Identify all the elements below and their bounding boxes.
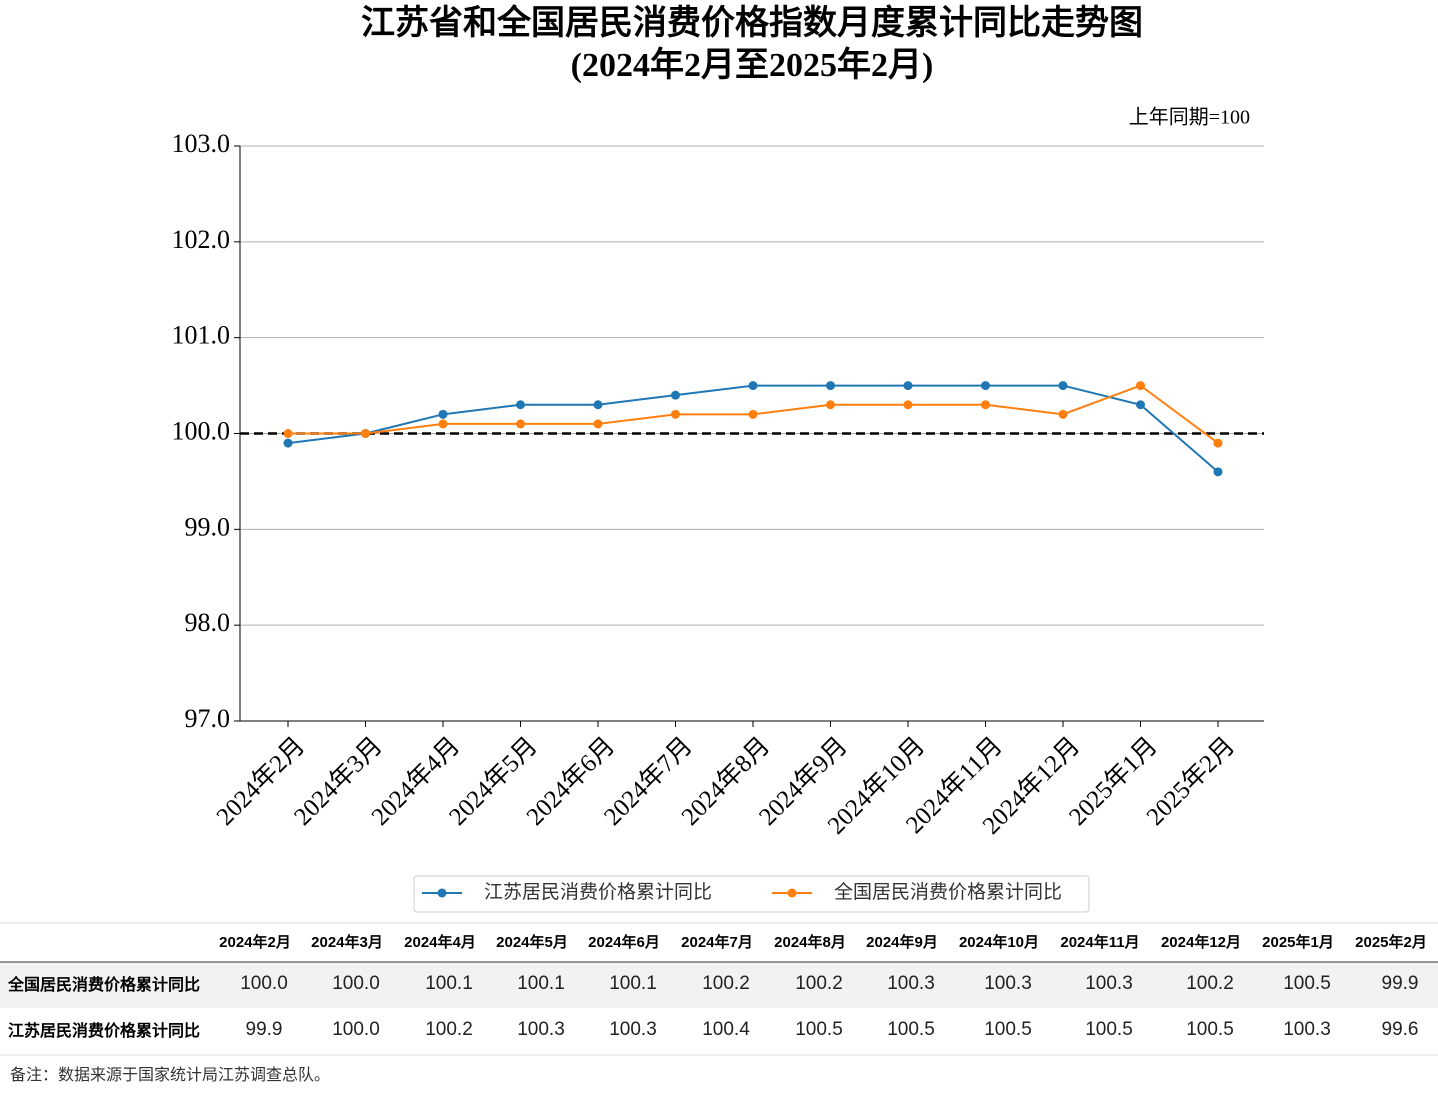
table-cell: 100.0	[332, 973, 380, 994]
legend-marker	[787, 888, 797, 898]
y-tick-label: 101.0	[172, 321, 231, 350]
point	[1058, 381, 1068, 391]
point	[826, 381, 835, 391]
table-cell: 99.9	[246, 1019, 283, 1040]
table-header: 2024年3月	[311, 933, 383, 951]
point	[981, 381, 990, 391]
table-header: 2024年12月	[1161, 933, 1241, 951]
table-cell: 100.2	[1186, 973, 1234, 994]
y-tick-label: 103.0	[172, 129, 231, 158]
annotation: 上年同期=100	[1129, 106, 1250, 129]
point	[903, 400, 913, 410]
point	[1213, 438, 1223, 448]
table-cell: 100.5	[1283, 973, 1331, 994]
legend-box	[413, 875, 1090, 913]
table-cell: 100.5	[1186, 1019, 1234, 1040]
table-cell: 100.5	[1085, 1019, 1133, 1040]
table-cell: 99.6	[1382, 1019, 1419, 1040]
point	[283, 429, 293, 438]
table-header: 2025年1月	[1262, 933, 1334, 951]
table-header: 2024年9月	[866, 933, 938, 951]
chart-title: 江苏省和全国居民消费价格指数月度累计同比走势图	[361, 3, 1143, 42]
table-cell: 100.5	[984, 1019, 1032, 1040]
y-tick-label: 97.0	[185, 704, 231, 733]
table-row-bg	[0, 962, 1438, 1008]
table-cell: 99.9	[1382, 973, 1419, 994]
table-cell: 100.3	[887, 973, 935, 994]
table-row-header: 全国居民消费价格累计同比	[7, 975, 200, 994]
table-cell: 100.1	[425, 973, 473, 994]
table-cell: 100.4	[702, 1019, 750, 1040]
y-tick-label: 100.0	[172, 416, 231, 445]
table-cell: 100.3	[984, 973, 1032, 994]
table-header: 2024年2月	[219, 933, 291, 951]
point	[671, 390, 680, 400]
table-cell: 100.0	[332, 1019, 380, 1040]
point	[748, 381, 758, 391]
point	[438, 419, 448, 429]
table-cell: 100.2	[795, 973, 843, 994]
table-cell: 100.3	[1283, 1019, 1331, 1040]
table-header: 2024年6月	[588, 933, 660, 951]
table-cell: 100.3	[1085, 973, 1133, 994]
table-row-header: 江苏居民消费价格累计同比	[8, 1021, 200, 1040]
point	[1058, 409, 1068, 419]
point	[1213, 467, 1223, 477]
table-cell: 100.3	[517, 1019, 565, 1040]
point	[438, 409, 448, 419]
table-header: 2024年10月	[959, 933, 1039, 951]
y-tick-label: 102.0	[172, 225, 231, 254]
table-cell: 100.2	[425, 1019, 473, 1040]
table-header: 2024年11月	[1060, 933, 1139, 951]
table-cell: 100.5	[887, 1019, 935, 1040]
line	[287, 384, 1219, 473]
point	[671, 409, 680, 419]
y-tick-label: 98.0	[185, 608, 231, 637]
point	[903, 381, 913, 391]
table-cell: 100.2	[702, 973, 750, 994]
point	[748, 409, 758, 419]
table-cell: 100.1	[609, 973, 657, 994]
chart-subtitle: (2024年2月至2025年2月)	[571, 46, 934, 84]
table-header: 2024年7月	[681, 933, 753, 951]
point	[593, 400, 603, 410]
table-cell: 100.0	[240, 973, 288, 994]
point	[1136, 400, 1145, 410]
table-header: 2024年8月	[774, 933, 846, 951]
point	[981, 400, 990, 410]
point	[516, 400, 525, 410]
point	[361, 429, 370, 438]
table-cell: 100.3	[609, 1019, 657, 1040]
legend-label: 江苏居民消费价格累计同比	[484, 881, 712, 903]
table-cell: 100.5	[795, 1019, 843, 1040]
point	[516, 419, 525, 429]
y-tick-label: 99.0	[185, 512, 231, 541]
point	[1136, 381, 1145, 391]
table-header: 2024年5月	[496, 933, 568, 951]
table-cell: 100.1	[517, 973, 565, 994]
point	[826, 400, 835, 410]
footnote: 备注：数据来源于国家统计局江苏调查总队。	[10, 1066, 330, 1084]
point	[283, 438, 293, 448]
table-header: 2024年4月	[404, 933, 476, 951]
point	[593, 419, 603, 429]
table-header: 2025年2月	[1355, 933, 1427, 951]
legend-label: 全国居民消费价格累计同比	[834, 881, 1062, 903]
legend-marker	[437, 888, 447, 898]
